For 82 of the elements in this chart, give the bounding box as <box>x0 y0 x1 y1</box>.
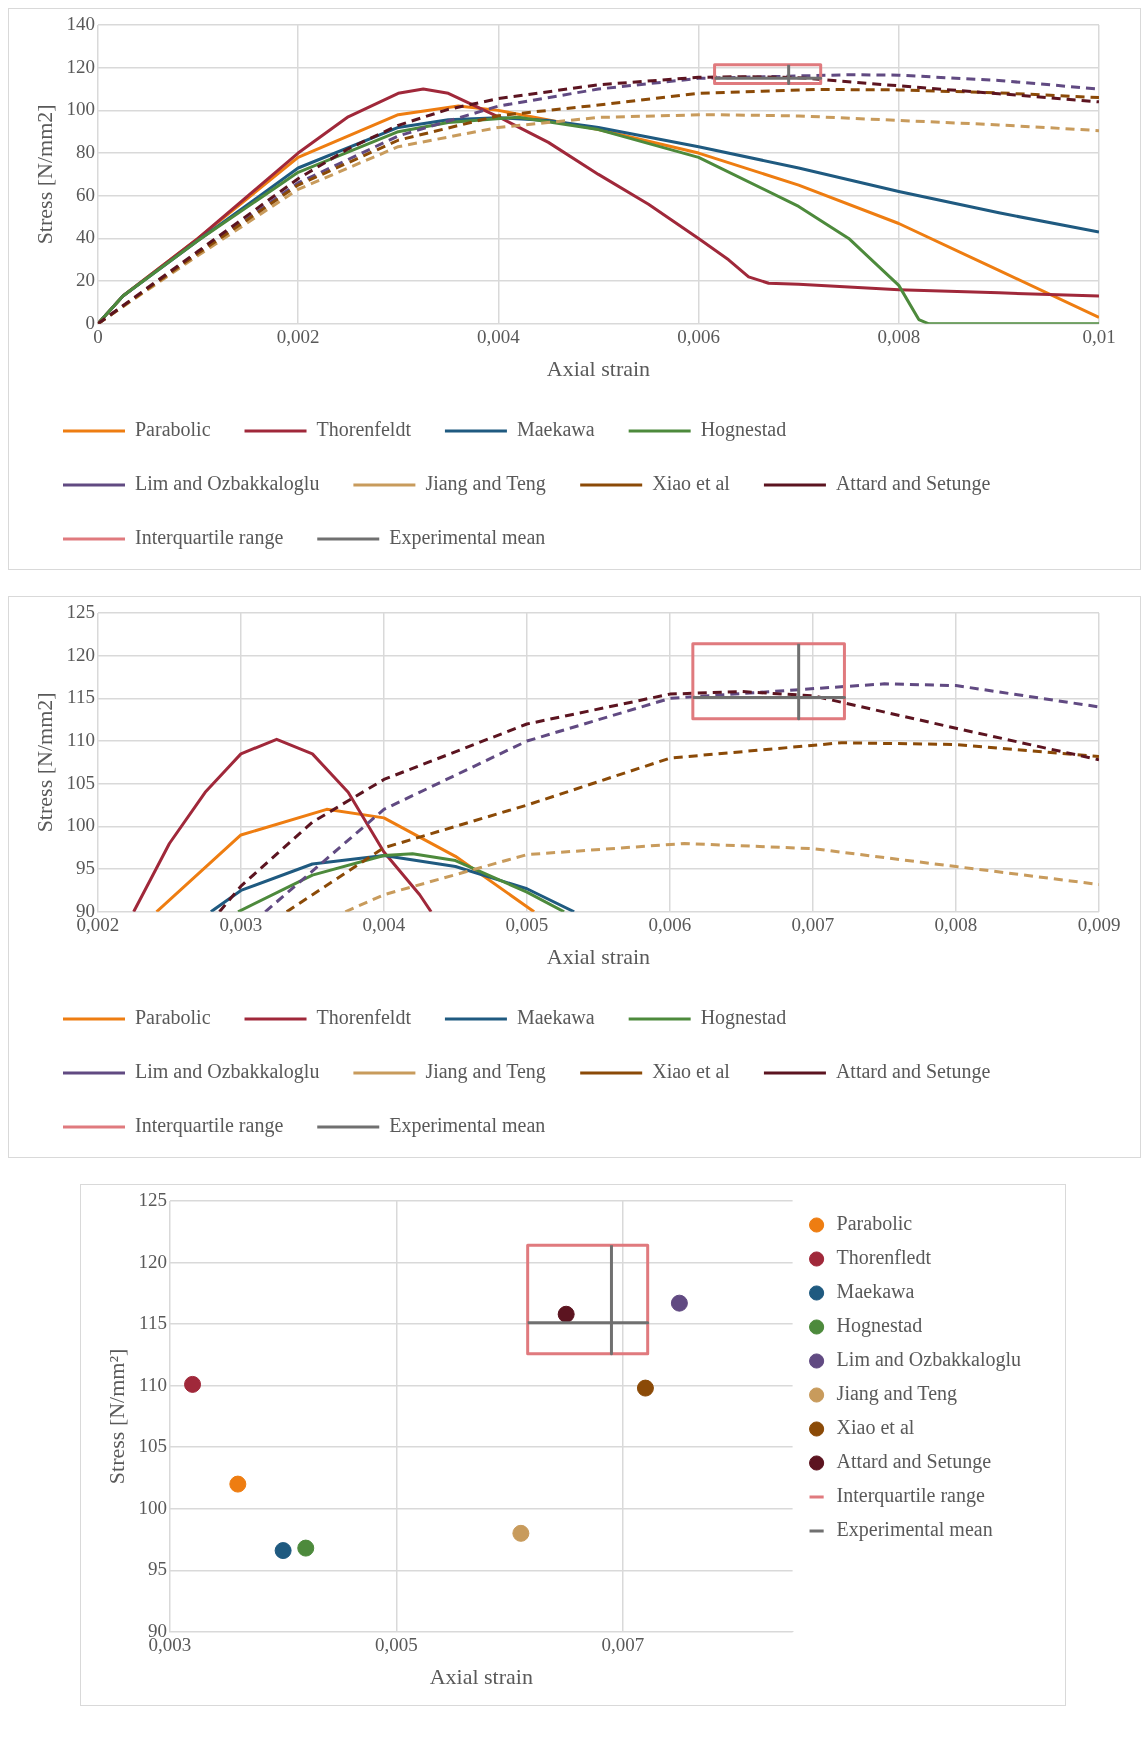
legend-label: Maekawa <box>516 418 595 441</box>
legend-label: Interquartile range <box>135 1114 284 1138</box>
legend-label: Lim and Ozbakkaloglu <box>836 1348 1022 1372</box>
y-tick-label: 105 <box>138 1435 167 1457</box>
x-tick-label: 0,008 <box>877 326 921 348</box>
y-tick-label: 80 <box>75 141 95 163</box>
legend-label: Thorenfeldt <box>316 1006 412 1029</box>
y-tick-label: 140 <box>66 12 95 34</box>
y-tick-label: 115 <box>139 1312 167 1334</box>
legend-label: Maekawa <box>516 1006 595 1029</box>
point <box>274 1542 292 1560</box>
x-axis-title: Axial strain <box>546 355 651 381</box>
y-tick-label: 60 <box>75 183 95 205</box>
legend-label: Maekawa <box>836 1280 915 1303</box>
x-axis-title: Axial strain <box>429 1663 533 1689</box>
x-tick-label: 0,006 <box>677 326 720 348</box>
y-tick-label: 100 <box>66 814 95 836</box>
point <box>229 1475 247 1493</box>
x-tick-label: 0,008 <box>934 914 978 936</box>
y-tick-label: 100 <box>66 98 95 120</box>
y-tick-label: 95 <box>75 857 95 879</box>
legend-label: Attard and Setunge <box>835 472 991 496</box>
line-series <box>343 842 1099 912</box>
x-tick-label: 0,005 <box>374 1634 418 1656</box>
y-axis-title: Stress [N/mm²] <box>103 1348 129 1485</box>
legend-label: Parabolic <box>135 418 211 441</box>
y-tick-label: 120 <box>138 1250 167 1272</box>
y-tick-label: 125 <box>138 1188 167 1210</box>
y-tick-label: 115 <box>67 686 95 708</box>
legend-label: Experimental mean <box>389 526 546 550</box>
legend-label: Xiao et al <box>652 1060 731 1083</box>
y-tick-label: 40 <box>75 226 95 248</box>
y-tick-label: 125 <box>66 600 95 622</box>
y-axis-title: Stress [N/mm2] <box>31 692 57 833</box>
legend-label: Hognestad <box>836 1314 923 1338</box>
point <box>670 1294 688 1312</box>
point <box>512 1524 530 1542</box>
x-tick-label: 0,005 <box>505 914 549 936</box>
x-tick-label: 0,009 <box>1077 914 1121 936</box>
legend-label: Jiang and Teng <box>425 1060 546 1084</box>
y-tick-label: 100 <box>138 1496 167 1518</box>
y-tick-label: 95 <box>147 1558 167 1580</box>
legend-label: Xiao et al <box>836 1416 915 1439</box>
legend-label: Hognestad <box>700 418 787 442</box>
legend-label: Thorenfledt <box>836 1246 932 1269</box>
y-tick-label: 105 <box>66 771 95 793</box>
point <box>297 1539 315 1557</box>
y-tick-label: 120 <box>66 643 95 665</box>
y-tick-label: 110 <box>67 729 95 751</box>
x-tick-label: 0,01 <box>1082 326 1116 348</box>
x-tick-label: 0,004 <box>476 326 521 348</box>
legend-label: Experimental mean <box>389 1114 546 1138</box>
legend-label: Hognestad <box>700 1006 787 1030</box>
x-axis-title: Axial strain <box>546 943 651 969</box>
x-tick-label: 0,002 <box>276 326 320 348</box>
legend-label: Thorenfeldt <box>316 418 412 441</box>
legend-label: Attard and Setunge <box>835 1060 991 1084</box>
x-tick-label: 0,004 <box>362 914 406 936</box>
y-tick-label: 0 <box>85 311 95 333</box>
legend-label: Interquartile range <box>135 526 284 550</box>
legend-label: Attard and Setunge <box>836 1450 992 1474</box>
legend-label: Experimental mean <box>836 1518 993 1542</box>
x-tick-label: 0,006 <box>648 914 692 936</box>
legend-label: Jiang and Teng <box>425 472 546 496</box>
x-tick-label: 0,007 <box>791 914 835 936</box>
point <box>557 1305 575 1323</box>
x-tick-label: 0,003 <box>219 914 263 936</box>
y-tick-label: 120 <box>66 55 95 77</box>
legend-label: Interquartile range <box>836 1484 985 1508</box>
legend-label: Jiang and Teng <box>836 1382 958 1406</box>
legend-label: Parabolic <box>836 1212 913 1235</box>
line-series <box>285 741 1099 912</box>
legend-label: Xiao et al <box>652 472 731 495</box>
point <box>184 1375 202 1393</box>
legend-label: Parabolic <box>135 1006 211 1029</box>
legend-label: Lim and Ozbakkaloglu <box>135 472 320 496</box>
x-tick-label: 0,007 <box>601 1634 645 1656</box>
y-tick-label: 110 <box>139 1373 167 1395</box>
y-axis-title: Stress [N/mm2] <box>31 104 57 245</box>
legend-label: Lim and Ozbakkaloglu <box>135 1060 320 1084</box>
point <box>636 1379 654 1397</box>
y-tick-label: 20 <box>75 269 95 291</box>
